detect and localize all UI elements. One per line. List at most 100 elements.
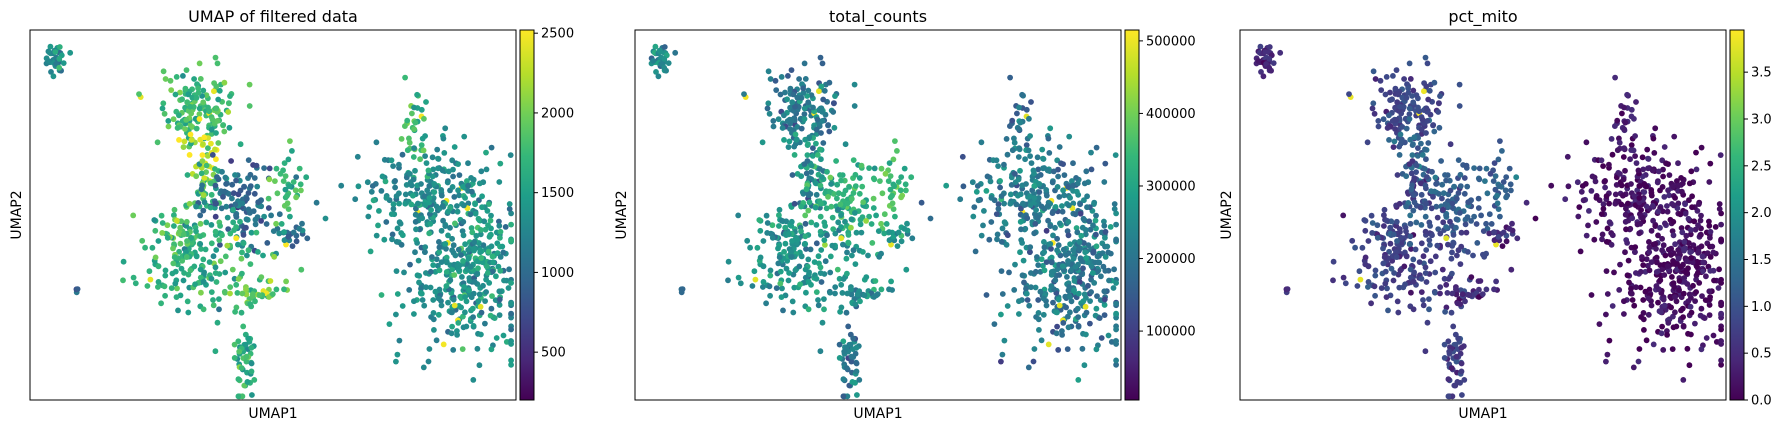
scatter-point <box>1609 303 1616 309</box>
scatter-point <box>1662 220 1668 227</box>
scatter-point <box>1040 262 1046 269</box>
scatter-point <box>885 178 892 185</box>
scatter-point <box>448 330 455 337</box>
scatter-point <box>857 298 863 305</box>
scatter-point <box>247 261 254 267</box>
scatter-point <box>1697 217 1704 224</box>
scatter-point <box>679 286 686 292</box>
scatter-point <box>1430 193 1436 200</box>
scatter-point <box>1707 228 1714 235</box>
scatter-point <box>423 160 430 167</box>
scatter-point <box>1059 208 1066 215</box>
scatter-point <box>219 168 225 175</box>
scatter-point <box>1685 265 1691 272</box>
scatter-point <box>1483 165 1490 172</box>
scatter-point <box>1449 290 1456 297</box>
scatter-point <box>261 165 267 172</box>
scatter-point <box>408 201 415 208</box>
scatter-point <box>285 206 292 213</box>
scatter-point <box>227 93 233 99</box>
scatter-point <box>1449 200 1456 207</box>
scatter-point <box>1548 182 1555 189</box>
scatter-point <box>872 278 879 284</box>
scatter-point <box>865 252 871 259</box>
colorbar-tick-label: 500000 <box>1146 34 1196 49</box>
scatter-point <box>261 213 267 220</box>
scatter-point <box>488 346 495 353</box>
scatter-point <box>266 176 273 183</box>
scatter-point <box>171 206 178 213</box>
scatter-point <box>1431 128 1438 135</box>
scatter-point <box>456 172 463 179</box>
scatter-point <box>412 167 418 174</box>
scatter-point <box>826 188 833 195</box>
scatter-point <box>293 238 300 245</box>
scatter-point <box>1260 73 1267 80</box>
scatter-point <box>1111 266 1117 273</box>
scatter-point <box>1600 205 1607 212</box>
scatter-point <box>1040 311 1047 318</box>
scatter-point <box>773 285 780 291</box>
scatter-point <box>462 309 468 316</box>
scatter-point <box>1628 142 1635 149</box>
scatter-point <box>439 167 446 174</box>
scatter-point <box>1455 247 1462 254</box>
scatter-point <box>1407 220 1414 227</box>
scatter-point <box>244 252 250 259</box>
scatter-point <box>791 152 798 158</box>
scatter-point <box>273 220 279 227</box>
scatter-point <box>1410 99 1417 106</box>
scatter-point <box>1696 280 1703 286</box>
scatter-point <box>1402 281 1408 288</box>
scatter-point <box>1352 244 1358 251</box>
scatter-point <box>146 268 153 275</box>
scatter-point <box>835 190 842 197</box>
scatter-point <box>1054 323 1060 330</box>
scatter-point <box>425 167 432 174</box>
scatter-point <box>817 264 824 271</box>
scatter-point <box>383 219 390 225</box>
scatter-point <box>1387 224 1394 231</box>
scatter-point <box>154 139 161 146</box>
scatter-point <box>1096 315 1103 321</box>
scatter-point <box>245 190 252 196</box>
scatter-point <box>185 309 192 316</box>
scatter-point <box>1043 259 1050 265</box>
scatter-point <box>1045 217 1051 224</box>
scatter-point <box>817 213 824 220</box>
scatter-point <box>402 123 408 129</box>
scatter-point <box>999 225 1006 232</box>
scatter-point <box>183 117 190 123</box>
scatter-point <box>1614 117 1621 124</box>
scatter-point <box>293 174 300 181</box>
scatter-point <box>1486 230 1493 237</box>
scatter-point <box>1035 262 1042 268</box>
scatter-point <box>198 170 205 177</box>
scatter-point <box>488 144 495 151</box>
scatter-point <box>481 218 488 225</box>
scatter-point <box>1065 184 1071 190</box>
scatter-point <box>1596 321 1603 327</box>
scatter-point <box>1672 309 1678 316</box>
scatter-point <box>184 99 191 106</box>
scatter-point <box>1436 124 1443 131</box>
scatter-point <box>497 254 504 260</box>
scatter-point <box>378 188 385 194</box>
scatter-point <box>483 149 489 156</box>
scatter-point <box>1065 258 1071 264</box>
scatter-point <box>474 345 481 352</box>
scatter-point <box>418 181 424 187</box>
scatter-point <box>1692 298 1698 304</box>
scatter-point <box>1372 292 1378 299</box>
scatter-point <box>1101 296 1108 303</box>
scatter-point <box>819 60 826 67</box>
scatter-point <box>908 174 915 181</box>
scatter-point <box>1090 248 1097 255</box>
scatter-point <box>398 241 405 248</box>
scatter-point <box>500 332 507 339</box>
scatter-point <box>472 210 479 217</box>
scatter-point <box>1027 244 1034 251</box>
scatter-points <box>1253 43 1724 400</box>
scatter-point <box>1396 200 1403 207</box>
panel-title: pct_mito <box>1448 7 1517 27</box>
